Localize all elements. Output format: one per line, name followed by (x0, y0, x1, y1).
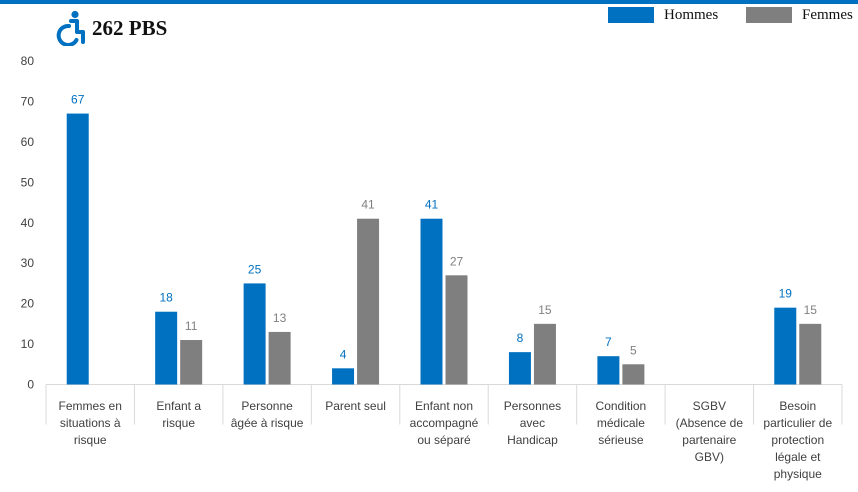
x-tick-label: médicale (597, 416, 645, 430)
data-label-femmes: 41 (361, 198, 375, 212)
bar-femmes (799, 323, 822, 385)
data-label-femmes: 15 (538, 303, 552, 317)
data-label-femmes: 5 (630, 343, 637, 357)
data-label-femmes: 15 (804, 303, 818, 317)
data-label-hommes: 19 (779, 287, 793, 301)
x-tick-label: protection (771, 433, 824, 447)
x-tick-label: Personnes (504, 399, 561, 413)
x-tick-label: risque (74, 433, 107, 447)
x-tick-label: risque (162, 416, 195, 430)
y-tick-label: 10 (21, 337, 35, 351)
x-tick-label: légale et (775, 450, 821, 464)
data-label-hommes: 67 (71, 93, 85, 107)
x-tick-label: Femmes en (59, 399, 122, 413)
x-tick-label: particulier de (763, 416, 832, 430)
y-tick-label: 70 (21, 94, 35, 108)
bar-femmes (268, 331, 291, 385)
data-label-hommes: 7 (605, 335, 612, 349)
bar-femmes (533, 323, 556, 385)
y-tick-label: 50 (21, 175, 35, 189)
data-label-femmes: 13 (273, 311, 287, 325)
bar-hommes (66, 113, 89, 385)
x-tick-label: SGBV (693, 399, 726, 413)
data-label-femmes: 11 (185, 319, 198, 333)
x-tick-label: physique (774, 467, 822, 481)
bar-femmes (180, 340, 203, 385)
x-tick-label: Condition (596, 399, 647, 413)
bar-hommes (243, 283, 266, 385)
x-tick-label: (Absence de (676, 416, 744, 430)
bar-hommes (508, 352, 531, 385)
x-tick-label: avec (520, 416, 545, 430)
x-tick-label: partenaire (682, 433, 736, 447)
data-label-femmes: 27 (450, 254, 464, 268)
x-tick-label: Handicap (507, 433, 558, 447)
bar-femmes (622, 364, 645, 385)
bar-hommes (774, 307, 797, 385)
legend-label-hommes: Hommes (664, 6, 719, 23)
y-tick-label: 30 (21, 256, 35, 270)
x-tick-label: Parent seul (325, 399, 386, 413)
bar-femmes (357, 218, 380, 385)
x-tick-label: accompagné (410, 416, 479, 430)
x-tick-label: GBV) (695, 450, 724, 464)
bar-hommes (420, 218, 443, 385)
x-tick-label: ou séparé (417, 433, 471, 447)
legend-item-hommes: Hommes (608, 6, 718, 24)
bar-hommes (155, 311, 178, 385)
bar-hommes (332, 368, 355, 385)
bar-hommes (597, 356, 620, 385)
chart-header: 262 PBS (50, 10, 167, 46)
data-label-hommes: 25 (248, 262, 262, 276)
data-label-hommes: 18 (159, 291, 173, 305)
data-label-hommes: 41 (425, 198, 439, 212)
x-tick-label: Besoin (779, 399, 816, 413)
legend-swatch-femmes (746, 7, 792, 23)
legend-swatch-hommes (608, 7, 654, 23)
y-tick-label: 80 (21, 54, 35, 68)
data-label-hommes: 4 (340, 347, 347, 361)
x-tick-label: Enfant a (156, 399, 201, 413)
chart-title: 262 PBS (92, 15, 168, 40)
bar-femmes (445, 275, 468, 385)
x-tick-label: Personne (241, 399, 293, 413)
y-tick-label: 0 (27, 378, 34, 392)
x-tick-label: sérieuse (598, 433, 644, 447)
x-tick-label: âgée à risque (231, 416, 304, 430)
legend-label-femmes: Femmes (802, 6, 853, 23)
top-accent-line (0, 0, 858, 4)
x-tick-label: Enfant non (415, 399, 473, 413)
legend-item-femmes: Femmes (746, 6, 853, 24)
x-tick-label: situations à (60, 416, 121, 430)
wheelchair-icon (56, 10, 85, 46)
y-tick-label: 60 (21, 135, 35, 149)
y-tick-label: 20 (21, 297, 35, 311)
y-tick-label: 40 (21, 216, 35, 230)
data-label-hommes: 8 (517, 331, 524, 345)
